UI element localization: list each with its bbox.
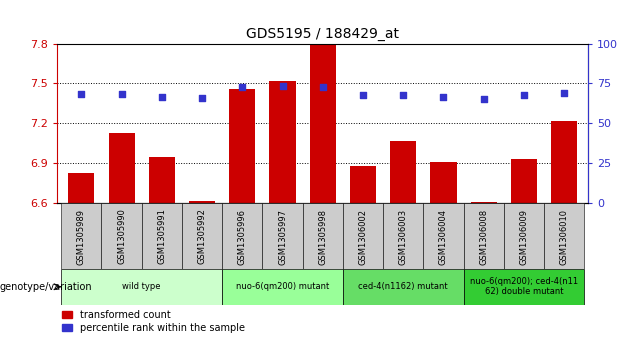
Text: nuo-6(qm200); ced-4(n11
62) double mutant: nuo-6(qm200); ced-4(n11 62) double mutan… <box>470 277 578 297</box>
Bar <box>424 203 464 269</box>
Text: genotype/variation: genotype/variation <box>0 282 93 292</box>
Bar <box>310 44 336 203</box>
Text: GSM1305990: GSM1305990 <box>117 208 126 264</box>
Text: nuo-6(qm200) mutant: nuo-6(qm200) mutant <box>236 282 329 291</box>
Text: GSM1305997: GSM1305997 <box>278 208 287 265</box>
Bar <box>68 173 95 203</box>
Bar <box>61 269 222 305</box>
Text: ced-4(n1162) mutant: ced-4(n1162) mutant <box>359 282 448 291</box>
Point <box>197 95 207 101</box>
Text: GSM1306004: GSM1306004 <box>439 208 448 265</box>
Bar <box>383 203 424 269</box>
Text: GSM1306010: GSM1306010 <box>560 208 569 265</box>
Bar <box>464 269 584 305</box>
Text: GSM1305992: GSM1305992 <box>198 208 207 264</box>
Text: GSM1305996: GSM1305996 <box>238 208 247 265</box>
Bar <box>390 141 417 203</box>
Bar <box>61 203 102 269</box>
Bar <box>303 203 343 269</box>
Bar <box>343 269 464 305</box>
Point <box>156 94 167 100</box>
Bar <box>471 202 497 203</box>
Bar <box>551 121 577 203</box>
Point <box>559 90 569 96</box>
Point <box>76 91 86 97</box>
Point <box>479 97 489 102</box>
Text: GSM1305998: GSM1305998 <box>318 208 328 265</box>
Bar <box>189 201 215 203</box>
Bar <box>229 89 256 203</box>
Bar <box>431 162 457 203</box>
Bar <box>270 81 296 203</box>
Legend: transformed count, percentile rank within the sample: transformed count, percentile rank withi… <box>62 310 245 333</box>
Text: GSM1306003: GSM1306003 <box>399 208 408 265</box>
Bar <box>464 203 504 269</box>
Text: GSM1305989: GSM1305989 <box>77 208 86 265</box>
Point <box>317 85 328 90</box>
Bar <box>102 203 142 269</box>
Bar <box>504 203 544 269</box>
Bar <box>222 203 263 269</box>
Bar <box>222 269 343 305</box>
Point <box>438 94 448 100</box>
Text: wild type: wild type <box>123 282 161 291</box>
Title: GDS5195 / 188429_at: GDS5195 / 188429_at <box>246 27 399 41</box>
Bar <box>142 203 182 269</box>
Point <box>116 91 127 97</box>
Text: GSM1306002: GSM1306002 <box>359 208 368 265</box>
Bar <box>511 159 537 203</box>
Point <box>277 83 287 89</box>
Point <box>358 93 368 98</box>
Point <box>519 93 529 98</box>
Text: GSM1306008: GSM1306008 <box>479 208 488 265</box>
Point <box>398 93 408 98</box>
Bar <box>182 203 222 269</box>
Bar <box>109 133 135 203</box>
Bar <box>263 203 303 269</box>
Bar <box>350 166 376 203</box>
Text: GSM1305991: GSM1305991 <box>157 208 167 264</box>
Bar <box>149 157 175 203</box>
Bar <box>343 203 383 269</box>
Bar <box>544 203 584 269</box>
Point <box>237 85 247 90</box>
Text: GSM1306009: GSM1306009 <box>520 208 529 265</box>
